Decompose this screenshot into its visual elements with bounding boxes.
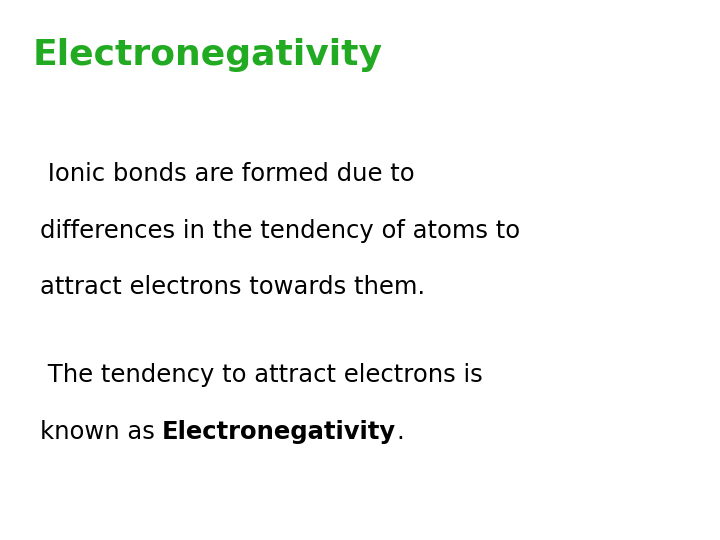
Text: Electronegativity: Electronegativity [32, 38, 382, 72]
Text: Electronegativity: Electronegativity [162, 420, 396, 444]
Text: .: . [396, 420, 404, 444]
Text: attract electrons towards them.: attract electrons towards them. [40, 275, 425, 299]
Text: differences in the tendency of atoms to: differences in the tendency of atoms to [40, 219, 520, 242]
Text: The tendency to attract electrons is: The tendency to attract electrons is [40, 363, 482, 387]
Text: Ionic bonds are formed due to: Ionic bonds are formed due to [40, 162, 414, 186]
Text: known as: known as [40, 420, 162, 444]
